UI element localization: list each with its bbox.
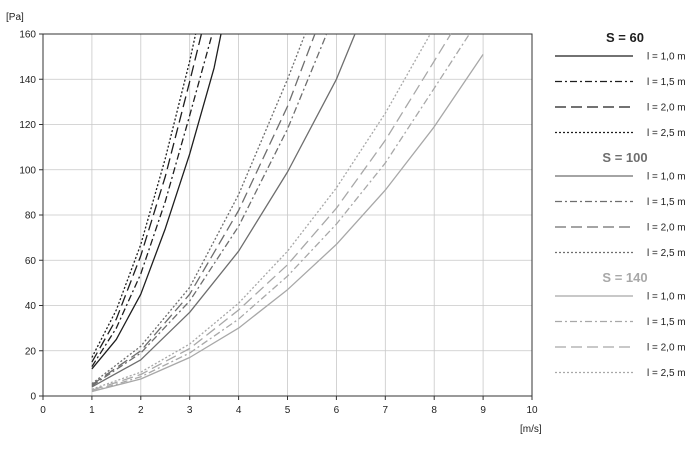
series-line (91, 33, 222, 370)
legend-entry-label: l = 2,5 m (647, 248, 686, 259)
legend-entry-label: l = 2,5 m (647, 128, 686, 139)
legend-group-title: S = 140 (602, 270, 647, 285)
y-tick-label: 100 (19, 165, 36, 176)
series-line (91, 33, 452, 391)
legend: S = 60l = 1,0 ml = 1,5 ml = 2,0 ml = 2,5… (555, 30, 686, 379)
x-tick-label: 9 (480, 405, 486, 416)
plot-frame (42, 33, 533, 397)
legend-entry-label: l = 2,0 m (647, 223, 686, 234)
legend-entry-label: l = 1,0 m (647, 52, 686, 63)
y-tick-label: 60 (25, 256, 37, 267)
legend-entry-label: l = 1,5 m (647, 77, 686, 88)
x-tick-label: 7 (383, 405, 389, 416)
x-tick-label: 3 (187, 405, 193, 416)
x-tick-label: 8 (431, 405, 437, 416)
x-tick-label: 0 (40, 405, 46, 416)
x-tick-label: 5 (285, 405, 291, 416)
x-tick-label: 1 (89, 405, 95, 416)
x-tick-label: 4 (236, 405, 242, 416)
series-line (91, 33, 328, 387)
series-line (91, 33, 316, 386)
series-line (91, 33, 306, 385)
legend-entry-label: l = 2,5 m (647, 368, 686, 379)
x-tick-label: 6 (334, 405, 340, 416)
series-line (91, 33, 213, 367)
grid (42, 33, 533, 397)
y-tick-label: 40 (25, 301, 37, 312)
x-tick-label: 2 (138, 405, 144, 416)
legend-group-title: S = 60 (606, 30, 644, 45)
series-line (91, 33, 470, 393)
legend-entry-label: l = 1,0 m (647, 172, 686, 183)
series-line (91, 54, 484, 393)
y-tick-label: 80 (25, 211, 37, 222)
legend-entry-label: l = 2,0 m (647, 343, 686, 354)
y-tick-label: 0 (30, 392, 36, 403)
x-tick-label: 10 (526, 405, 538, 416)
series-line (91, 33, 356, 388)
series-line (91, 33, 431, 390)
legend-entry-label: l = 2,0 m (647, 103, 686, 114)
legend-entry-label: l = 1,0 m (647, 292, 686, 303)
series-line (91, 33, 197, 358)
legend-entry-label: l = 1,5 m (647, 197, 686, 208)
series-line (91, 33, 203, 363)
legend-group-title: S = 100 (602, 150, 647, 165)
y-tick-label: 120 (19, 120, 36, 131)
legend-entry-label: l = 1,5 m (647, 317, 686, 328)
y-tick-label: 20 (25, 346, 37, 357)
x-axis-unit: [m/s] (520, 424, 542, 435)
y-tick-label: 160 (19, 30, 36, 41)
y-axis-unit: [Pa] (6, 12, 24, 23)
y-tick-label: 140 (19, 75, 36, 86)
series-lines (91, 33, 484, 393)
